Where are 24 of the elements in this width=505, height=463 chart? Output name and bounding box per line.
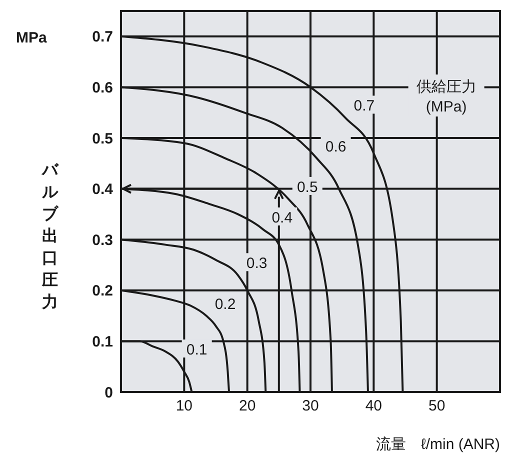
x-tick-label: 50 [428, 398, 446, 415]
x-tick-label: 30 [302, 398, 319, 415]
y-axis-title: バルブ出口圧力 [41, 162, 59, 311]
y-tick-label: 0.3 [92, 232, 113, 249]
y-tick-label: 0.1 [92, 334, 113, 351]
y-tick-label: 0 [104, 384, 113, 402]
series-label: 0.1 [186, 342, 208, 359]
legend-label: 0.5 [296, 178, 318, 196]
y-tick-label: 0.6 [92, 80, 113, 97]
series-label: 0.2 [214, 296, 236, 313]
text: MPa [16, 29, 48, 46]
y-tick-label: 0.7 [92, 28, 113, 46]
y-tick-label: 0.4 [92, 181, 114, 198]
legend-title: 供給圧力 (MPa) [416, 78, 476, 116]
y-tick-label: 0.5 [92, 130, 113, 148]
x-axis-title: 流量 ℓ/min (ANR) [376, 436, 500, 453]
x-tick-label: 10 [176, 398, 193, 415]
x-tick-label: 20 [238, 398, 256, 415]
x-tick-label: 40 [365, 398, 382, 415]
series-label: 0.6 [325, 138, 346, 156]
series-label: 0.4 [272, 209, 293, 226]
series-label: 0.3 [246, 255, 268, 272]
series-label: 0.7 [354, 98, 375, 115]
y-tick-label: 0.2 [92, 282, 113, 300]
